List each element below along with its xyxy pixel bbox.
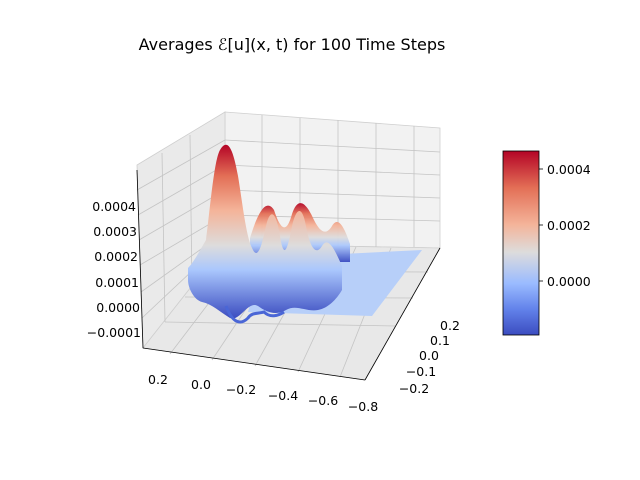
colorbar-gradient (502, 150, 540, 336)
x-tick-label: −0.4 (268, 388, 298, 403)
z-tick-label: 0.0002 (94, 249, 138, 264)
z-tick-label: 0.0004 (92, 199, 136, 214)
x-tick-label: 0.2 (148, 372, 168, 387)
colorbar-tick-label: 0.0002 (547, 218, 591, 233)
surface-trough (224, 305, 285, 324)
x-tick-label: −0.2 (226, 382, 256, 397)
y-tick-label: −0.2 (399, 381, 429, 396)
colorbar-tick-label: 0.0004 (547, 162, 591, 177)
z-tick-label: 0.0000 (96, 300, 140, 315)
surface-plot (188, 144, 422, 324)
x-tick-label: −0.8 (348, 399, 378, 414)
x-tick-labels: 0.2 0.0 −0.2 −0.4 −0.6 −0.8 (148, 372, 378, 414)
x-tick-label: 0.0 (191, 377, 211, 392)
chart-title: Averages ℰ[u](x, t) for 100 Time Steps (139, 35, 446, 54)
z-axis-line (136, 169, 144, 349)
z-tick-label: 0.0001 (95, 275, 139, 290)
y-axis-line (364, 247, 441, 381)
y-tick-label: 0.2 (440, 318, 460, 333)
x-axis-line (142, 347, 366, 381)
y-tick-label: 0.1 (430, 333, 450, 348)
z-tick-label: −0.0001 (87, 325, 141, 340)
y-tick-label: −0.1 (406, 364, 436, 379)
y-tick-labels: −0.2 −0.1 0.0 0.1 0.2 (399, 318, 460, 396)
colorbar: 0.0000 0.0002 0.0004 (502, 150, 591, 336)
surface-main (188, 144, 342, 319)
z-tick-labels: 0.0004 0.0003 0.0002 0.0001 0.0000 −0.00… (87, 199, 141, 340)
y-tick-label: 0.0 (419, 348, 439, 363)
colorbar-tick-label: 0.0000 (547, 274, 591, 289)
z-tick-label: 0.0003 (93, 224, 137, 239)
x-tick-label: −0.6 (308, 393, 338, 408)
